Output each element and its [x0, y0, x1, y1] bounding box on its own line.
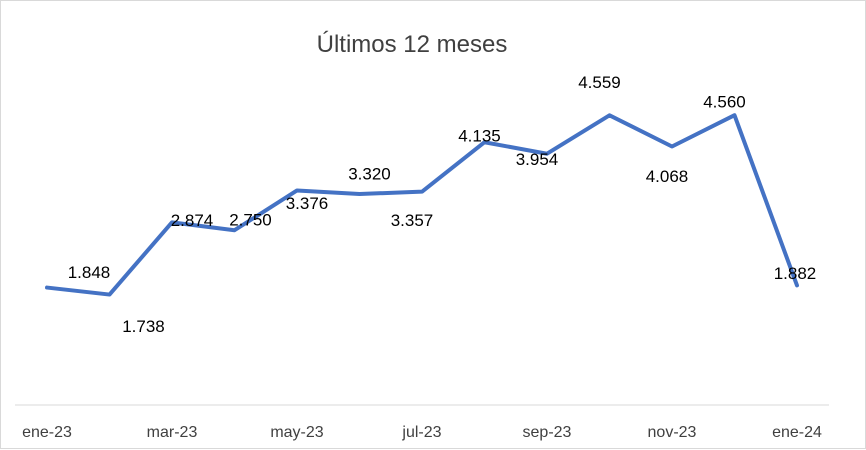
data-label: 3.376 [286, 194, 329, 213]
data-point [546, 153, 548, 155]
data-label: 2.874 [171, 211, 214, 230]
data-label: 2.750 [229, 211, 272, 230]
data-label: 1.882 [774, 264, 817, 283]
x-tick-label: may-23 [270, 424, 323, 441]
data-point [109, 294, 110, 296]
data-point [421, 191, 423, 193]
data-point [46, 287, 48, 289]
data-label: 3.357 [391, 211, 434, 230]
x-tick-label: nov-23 [648, 424, 697, 441]
data-point [171, 221, 173, 223]
x-tick-label: mar-23 [147, 424, 198, 441]
chart-title: Últimos 12 meses [316, 31, 508, 58]
data-point [234, 229, 235, 231]
x-tick-label: ene-23 [22, 424, 72, 441]
data-label: 4.559 [578, 73, 621, 92]
data-label: 1.738 [122, 317, 165, 336]
data-label: 4.560 [703, 93, 746, 112]
data-point [796, 284, 798, 286]
data-point [734, 114, 735, 116]
data-label: 4.068 [646, 167, 689, 186]
data-label: 4.135 [458, 127, 501, 146]
data-point [484, 141, 485, 143]
x-tick-labels: ene-23 mar-23 may-23 jul-23 sep-23 nov-23 ene-… [22, 424, 822, 441]
data-label: 3.954 [516, 150, 559, 169]
data-point [671, 145, 673, 147]
data-point [359, 193, 360, 195]
data-point [296, 189, 298, 191]
series-group [45, 113, 799, 297]
x-tick-label: jul-23 [401, 424, 441, 441]
data-point [609, 114, 610, 116]
x-tick-label: ene-24 [772, 424, 822, 441]
data-label: 3.320 [348, 164, 391, 183]
data-labels: 1.848 1.738 2.874 2.750 3.376 3.320 3.357 4.135… [68, 73, 817, 336]
series-line [45, 113, 799, 297]
data-label: 1.848 [68, 263, 111, 282]
x-tick-label: sep-23 [523, 424, 572, 441]
